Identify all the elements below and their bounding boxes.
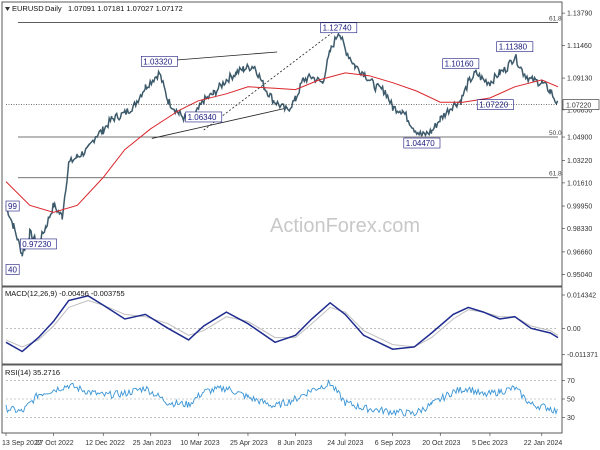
trendline (203, 27, 339, 131)
date-tick-label: 24 Jul 2023 (327, 440, 363, 447)
callout-label: 1.12740 (323, 24, 352, 33)
date-tick-label: 8 Jun 2023 (278, 440, 313, 447)
current-price-label: 1.07220 (566, 103, 591, 110)
callout-box (5, 200, 20, 212)
symbol-label: EURUSD (12, 4, 44, 13)
trendlines (151, 27, 339, 139)
price-axis: 1.13790 1.11460 1.09130 1.06850 1.04900 1.032… (562, 11, 592, 279)
callout-label: 1.06340 (188, 113, 217, 122)
macd-lines (5, 294, 559, 353)
fib-level-label: 61.8 (549, 15, 562, 22)
trendline (151, 107, 289, 139)
price-tick-label: 1.11460 (567, 43, 592, 50)
macd-main-line (5, 294, 559, 353)
macd-title: MACD(12,26,9) -0.00456 -0.003755 (5, 289, 125, 298)
current-price: 1.07220 (6, 99, 600, 110)
callout-box (320, 22, 358, 34)
ohlc-values: 1.07091 1.07181 1.07027 1.07172 (68, 4, 183, 13)
price-tick-label: 1.01610 (567, 180, 592, 187)
macd-panel-frame (1, 286, 563, 365)
rsi-tick-label: 50 (567, 397, 575, 404)
price-tick-label: 1.06850 (567, 107, 592, 114)
callout-label: 40 (8, 265, 17, 274)
date-tick-label: 20 Oct 2023 (422, 440, 460, 447)
callout-label: 1.04470 (406, 139, 435, 148)
callout-label: 99 (8, 202, 17, 211)
price-header: EURUSD Daily 1.07091 1.07181 1.07027 1.0… (5, 4, 183, 13)
fib-level-label: 61.8 (549, 171, 562, 178)
date-tick-label: 22 Jan 2024 (524, 440, 563, 447)
moving-average (5, 72, 559, 213)
callout-box (20, 238, 57, 250)
callout-box (476, 99, 514, 110)
ma-line (5, 72, 559, 213)
callouts: 1.03320 1.12740 1.06340 1.10160 1.11380 1.072… (5, 22, 534, 275)
date-tick-label: 25 Apr 2023 (230, 440, 268, 447)
rsi-axis: 70 50 30 (6, 378, 575, 422)
callout-label: 1.11380 (499, 43, 528, 52)
callout-label: 1.03320 (143, 57, 172, 66)
timeframe-label: Daily (45, 4, 62, 13)
dropdown-triangle-icon (5, 7, 10, 11)
date-tick-label: 12 Dec 2022 (85, 440, 125, 447)
price-tick-label: 0.98330 (567, 226, 592, 233)
rsi-series-line (5, 379, 558, 417)
date-tick-label: 27 Oct 2022 (36, 440, 74, 447)
macd-panel: 0.014342 0.00 -0.011371 MACD(12,26,9) -0.0… (1, 286, 598, 365)
price-tick-label: 0.96660 (567, 249, 592, 256)
macd-tick-label: -0.011371 (567, 352, 598, 359)
rsi-line (5, 379, 558, 417)
date-tick-label: 10 Mar 2023 (180, 440, 219, 447)
callout-label: 1.10160 (445, 60, 474, 69)
rsi-tick-label: 30 (567, 415, 575, 422)
fib-level-label: 50.0 (549, 130, 562, 137)
price-panel-frame (1, 1, 563, 287)
rsi-tick-label: 70 (567, 378, 575, 385)
price-tick-label: 0.99950 (567, 204, 592, 211)
fib-levels: 61.8 50.0 61.8 (18, 15, 562, 179)
macd-tick-label: 0.00 (567, 326, 581, 333)
price-tick-label: 1.03220 (567, 158, 592, 165)
date-tick-label: 6 Sep 2023 (375, 440, 411, 447)
callout-box (403, 137, 441, 149)
watermark: ActionForex.com (270, 215, 420, 237)
callout-box (140, 56, 178, 67)
rsi-title: RSI(14) 35.2716 (5, 368, 60, 377)
callout-box (442, 58, 480, 70)
price-panel: ActionForex.com 1.13790 1.11460 1.09130 1.0… (1, 1, 600, 287)
price-tick-label: 1.04900 (567, 135, 592, 142)
trendline (159, 51, 278, 62)
date-tick-label: 13 Sep 2022 (2, 440, 42, 447)
callout-box (5, 264, 20, 275)
callout-label: 0.97230 (22, 240, 51, 249)
rsi-panel: 70 50 30 RSI(14) 35.2716 (1, 364, 575, 434)
price-tick-label: 1.13790 (567, 11, 592, 18)
price-tick-label: 0.95040 (567, 272, 592, 279)
date-tick-label: 5 Dec 2023 (472, 440, 508, 447)
callout-box (496, 41, 534, 53)
current-price-box (562, 99, 600, 110)
macd-axis: 0.014342 0.00 -0.011371 (6, 293, 598, 359)
date-tick-label: 25 Jan 2023 (133, 440, 172, 447)
callout-box (185, 111, 223, 123)
callout-label: 1.07220 (479, 101, 508, 110)
price-tick-label: 1.09130 (567, 76, 592, 83)
macd-tick-label: 0.014342 (567, 293, 596, 300)
